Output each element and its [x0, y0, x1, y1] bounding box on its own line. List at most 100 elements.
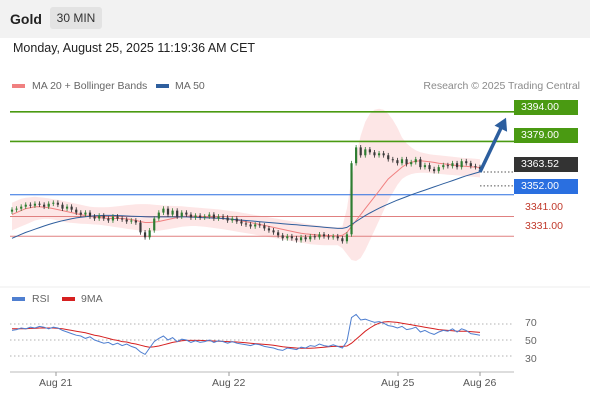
- timestamp: Monday, August 25, 2025 11:19:36 AM CET: [13, 41, 256, 55]
- candle-body-25: [125, 219, 128, 222]
- candle-body-59: [281, 235, 284, 239]
- candle-body-47: [226, 217, 229, 221]
- candle-body-17: [88, 212, 92, 217]
- candle-body-91: [428, 165, 431, 170]
- candle-body-79: [373, 152, 376, 156]
- candle-body-35: [171, 210, 174, 215]
- candle-body-85: [400, 159, 404, 164]
- candle-body-54: [258, 224, 261, 226]
- candle-body-68: [322, 234, 326, 237]
- legend-swatch-9ma: [62, 297, 75, 301]
- legend-label-ma20: MA 20 + Bollinger Bands: [32, 80, 148, 92]
- candle-body-13: [70, 206, 73, 210]
- x-tick-aug26: Aug 26: [463, 377, 497, 389]
- legend-item-ma20: MA 20 + Bollinger Bands: [12, 80, 147, 92]
- projection-arrow-head: [494, 117, 508, 132]
- candle-body-98: [460, 161, 463, 168]
- level-tag-3331: 3331.00: [518, 219, 563, 234]
- candle-body-32: [157, 212, 160, 219]
- candle-body-74: [350, 163, 353, 235]
- legend-label-ma50: MA 50: [175, 80, 205, 92]
- level-tag-3352: 3352.00: [514, 179, 578, 194]
- candle-body-78: [368, 149, 371, 153]
- candle-body-0: [10, 209, 14, 212]
- copyright-text: Research © 2025 Trading Central: [423, 80, 580, 92]
- candle-body-63: [299, 237, 303, 241]
- candle-body-44: [212, 214, 215, 219]
- candle-body-100: [469, 163, 472, 167]
- candle-body-52: [249, 224, 252, 227]
- candle-body-90: [423, 165, 427, 168]
- candle-body-20: [102, 215, 105, 219]
- rsi-9ma-line: [12, 321, 481, 349]
- candle-body-51: [244, 223, 248, 225]
- candle-body-101: [474, 166, 477, 168]
- candle-body-27: [134, 220, 137, 223]
- candle-body-73: [345, 234, 349, 242]
- candle-body-84: [396, 160, 399, 164]
- instrument-title: Gold: [10, 11, 42, 27]
- candle-body-10: [56, 202, 59, 205]
- legend-label-9ma: 9MA: [81, 293, 103, 305]
- candle-body-18: [93, 216, 96, 219]
- candle-body-28: [139, 222, 142, 233]
- candle-body-87: [410, 162, 413, 165]
- candle-body-55: [263, 225, 266, 229]
- candle-body-97: [455, 163, 459, 168]
- candle-body-65: [309, 236, 312, 240]
- candle-body-89: [419, 159, 422, 168]
- candle-body-6: [38, 203, 41, 205]
- candle-body-19: [98, 215, 101, 219]
- candle-body-88: [414, 159, 417, 163]
- legend-swatch-ma50: [156, 84, 169, 88]
- rsi-tick-30: 30: [525, 353, 537, 365]
- candle-body-53: [254, 224, 257, 227]
- legend-swatch-ma20: [12, 84, 25, 88]
- candle-body-4: [29, 204, 32, 206]
- candle-body-9: [52, 202, 55, 204]
- candle-body-92: [433, 169, 436, 172]
- legend-item-rsi: RSI: [12, 293, 50, 305]
- candle-body-48: [231, 218, 234, 221]
- candle-body-93: [437, 167, 440, 172]
- candle-body-67: [318, 234, 321, 238]
- candle-body-23: [116, 216, 119, 219]
- timeframe-button[interactable]: 30 MIN: [50, 7, 102, 29]
- candle-body-5: [33, 203, 37, 206]
- rsi-tick-50: 50: [525, 335, 537, 347]
- candle-body-58: [277, 232, 280, 236]
- x-tick-aug22: Aug 22: [212, 377, 246, 389]
- candle-body-29: [143, 232, 147, 238]
- header-bar: Gold 30 MIN: [0, 0, 590, 38]
- candle-body-43: [208, 214, 211, 217]
- candle-body-80: [377, 153, 381, 156]
- candle-body-99: [465, 161, 468, 164]
- candle-body-2: [20, 206, 23, 209]
- candle-body-21: [107, 218, 110, 221]
- candle-body-33: [162, 208, 165, 213]
- candle-body-16: [84, 212, 87, 215]
- candle-body-49: [235, 218, 238, 222]
- candle-body-40: [194, 215, 197, 218]
- candle-body-95: [446, 165, 449, 167]
- level-tag-3394: 3394.00: [514, 100, 578, 115]
- candle-body-77: [364, 149, 367, 156]
- candle-body-8: [47, 203, 50, 207]
- candle-body-86: [405, 159, 408, 165]
- x-tick-aug21: Aug 21: [39, 377, 73, 389]
- candle-body-26: [130, 220, 133, 222]
- candle-body-36: [176, 210, 179, 217]
- candle-body-30: [148, 230, 151, 238]
- candle-body-12: [65, 206, 69, 209]
- candle-body-14: [75, 209, 78, 213]
- candle-body-34: [166, 208, 170, 215]
- rsi-tick-70: 70: [525, 317, 537, 329]
- candle-body-82: [387, 155, 390, 160]
- current-price-tag: 3363.52: [514, 157, 578, 172]
- legend-item-9ma: 9MA: [62, 293, 103, 305]
- candle-body-31: [153, 218, 156, 231]
- candle-body-81: [382, 153, 385, 156]
- candle-body-24: [121, 218, 124, 220]
- legend-swatch-rsi: [12, 297, 25, 301]
